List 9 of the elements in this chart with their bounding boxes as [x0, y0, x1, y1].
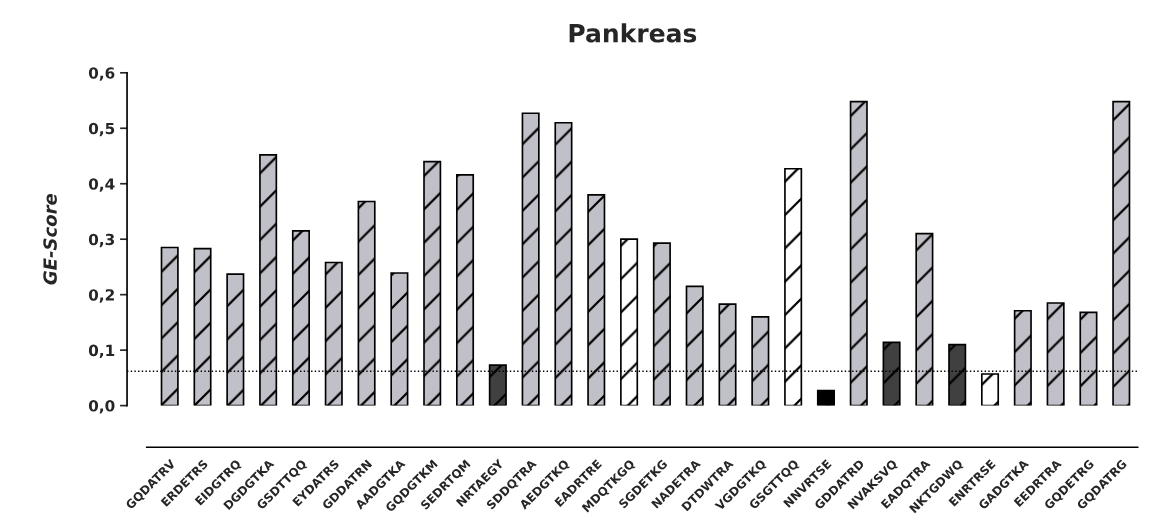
y-tick-label: 0,0: [88, 400, 115, 414]
chart-title: Pankreas: [569, 23, 697, 43]
y-tick-label: 0,2: [88, 289, 114, 303]
y-tick-label: 0,6: [88, 67, 115, 81]
y-tick-label: 0,3: [88, 233, 115, 248]
y-tick-label: 0,1: [88, 344, 115, 359]
y-axis-title: GE-Score: [43, 193, 57, 285]
y-tick-label: 0,4: [88, 178, 115, 192]
y-tick-label: 0,5: [88, 122, 115, 137]
